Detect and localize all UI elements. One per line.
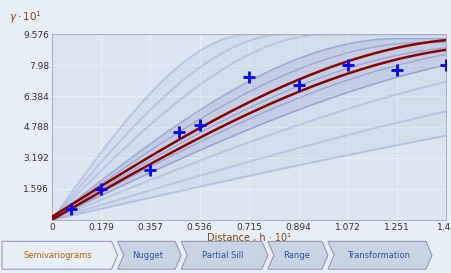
X-axis label: Distance , h · 10¹: Distance , h · 10¹ [207,233,291,243]
Text: Nugget: Nugget [133,251,163,260]
Polygon shape [2,241,118,269]
Text: Partial Sill: Partial Sill [202,251,244,260]
Polygon shape [118,241,181,269]
Polygon shape [328,241,432,269]
Polygon shape [181,241,268,269]
Text: $\gamma \cdot 10^1$: $\gamma \cdot 10^1$ [9,10,42,25]
Polygon shape [268,241,328,269]
Text: Range: Range [283,251,310,260]
Text: Semivariograms: Semivariograms [24,251,92,260]
Text: Transformation: Transformation [347,251,410,260]
